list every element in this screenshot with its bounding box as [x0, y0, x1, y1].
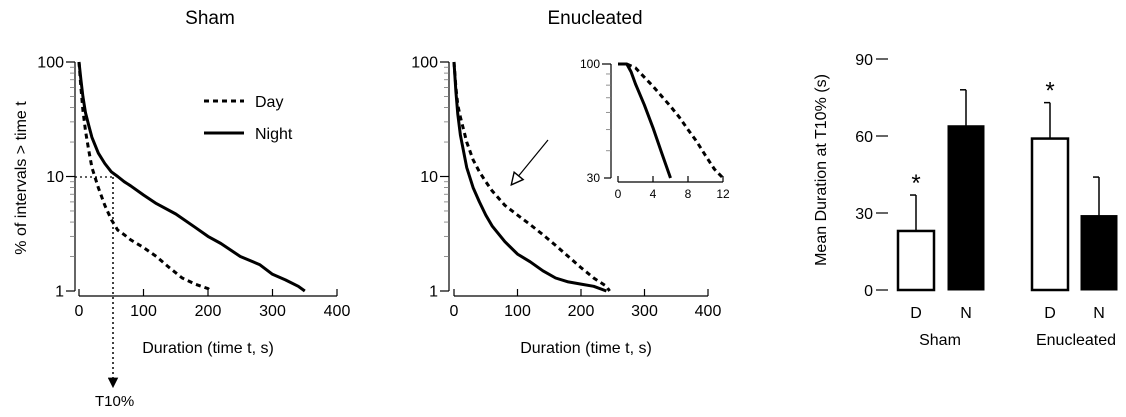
enucleated-x-tick-label: 0	[450, 303, 459, 320]
bar-y-tick-label: 90	[855, 52, 873, 69]
sham-title: Sham	[185, 8, 235, 29]
inset-series-night-line	[618, 62, 672, 179]
sham-series-night-line	[77, 61, 306, 293]
sham-x-tick-label: 200	[195, 303, 222, 320]
bar-y-tick-label: 0	[864, 283, 873, 300]
significance-marker: *	[1045, 78, 1054, 105]
bar-y-tick-label: 60	[855, 129, 873, 146]
enucleated-x-tick-label: 300	[631, 303, 658, 320]
enucleated-x-tick-label: 400	[695, 303, 722, 320]
legend-day-label: Day	[255, 94, 283, 111]
enucleated-series-day-line	[452, 61, 611, 292]
enucleated-series-night-line	[452, 61, 607, 293]
sham-legend: Day Night	[204, 94, 293, 143]
enucleated-y-tick-label: 100	[411, 55, 438, 72]
enucleated-x-tick-label: 100	[504, 303, 531, 320]
enucleated-y-tick-label: 1	[429, 284, 438, 301]
inset-panel: 30 100 0 4 8 12	[580, 57, 730, 201]
group-label-sham: Sham	[919, 332, 961, 349]
sham-y-tick-label: 10	[46, 169, 64, 186]
difference-arrow	[512, 139, 549, 184]
sham-y-tick-label: 100	[37, 55, 64, 72]
sham-series-day-line	[77, 61, 213, 293]
enucleated-title: Enucleated	[547, 8, 642, 29]
significance-marker: *	[911, 170, 920, 197]
legend-night-label: Night	[255, 126, 293, 143]
sham-y-axis-label: % of intervals > time t	[13, 101, 30, 255]
enucleated-y-tick-label: 10	[420, 169, 438, 186]
sham-x-axis-label: Duration (time t, s)	[142, 340, 274, 357]
group-label-enucleated: Enucleated	[1036, 332, 1116, 349]
t10-annotation: T10%	[95, 393, 134, 410]
inset-x-tick-label: 8	[685, 187, 692, 201]
bar-panel: Mean Duration at T10% (s) Sham Enucleate…	[813, 52, 1118, 349]
bar-category-label: N	[960, 305, 972, 322]
enucleated-survival-panel: Enucleated Duration (time t, s) 1 10 100 0 1…	[411, 8, 721, 357]
bar-y-tick-label: 30	[855, 206, 873, 223]
enucleated-x-axis-label: Duration (time t, s)	[520, 340, 652, 357]
bar-y-axis-label: Mean Duration at T10% (s)	[813, 74, 830, 266]
inset-x-tick-label: 12	[716, 187, 730, 201]
bar-category-label: D	[1044, 305, 1056, 322]
enucleated-x-tick-label: 200	[568, 303, 595, 320]
bar	[947, 125, 985, 291]
sham-y-tick-label: 1	[55, 284, 64, 301]
inset-x-tick-label: 0	[615, 187, 622, 201]
sham-x-tick-label: 300	[259, 303, 286, 320]
inset-y-tick-label: 100	[580, 57, 600, 71]
inset-x-tick-label: 4	[650, 187, 657, 201]
sham-x-tick-label: 0	[75, 303, 84, 320]
inset-series-day-line	[618, 62, 725, 180]
bar-category-label: N	[1093, 305, 1105, 322]
sham-x-tick-label: 100	[130, 303, 157, 320]
sham-survival-panel: Sham % of intervals > time t Duration (t…	[13, 8, 350, 410]
bar	[1030, 137, 1070, 292]
bar	[1080, 215, 1118, 291]
bar	[896, 229, 936, 292]
sham-x-tick-label: 400	[324, 303, 351, 320]
bar-category-label: D	[910, 305, 922, 322]
inset-y-tick-label: 30	[587, 171, 601, 185]
